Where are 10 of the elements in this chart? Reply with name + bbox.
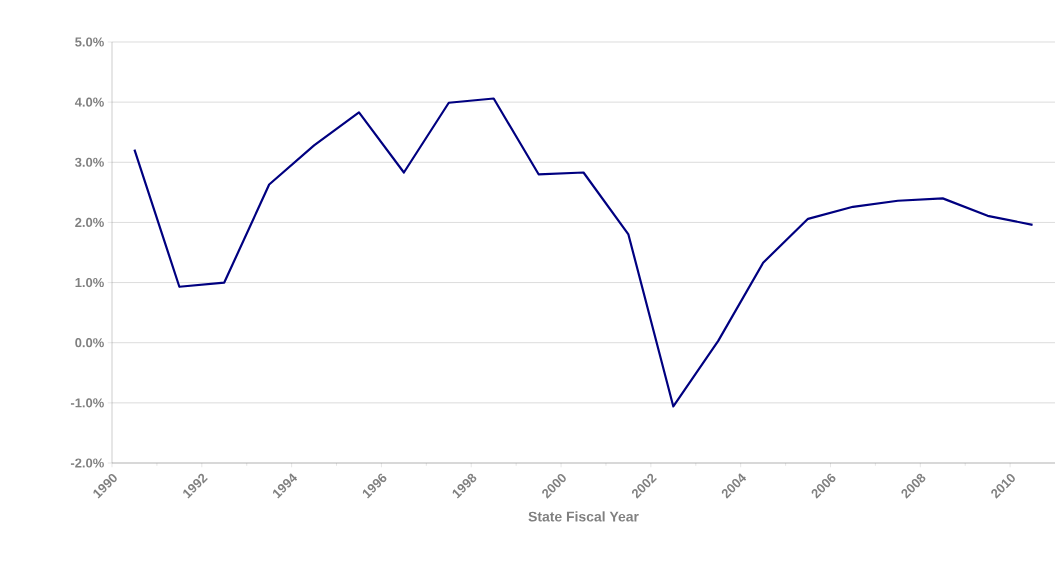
y-tick-label: -1.0% (70, 398, 104, 408)
y-tick-label: 4.0% (74, 97, 104, 107)
y-tick-label: 5.0% (75, 37, 104, 47)
y-tick-label: 0.0% (75, 338, 104, 348)
x-axis-title: State Fiscal Year (528, 511, 639, 522)
y-tick-label: 2.0% (75, 217, 104, 228)
y-tick-label: 3.0% (75, 157, 104, 167)
y-tick-label: -2.0% (70, 458, 104, 468)
y-tick-label: 1.0% (75, 277, 104, 288)
line-series (133, 97, 1034, 408)
